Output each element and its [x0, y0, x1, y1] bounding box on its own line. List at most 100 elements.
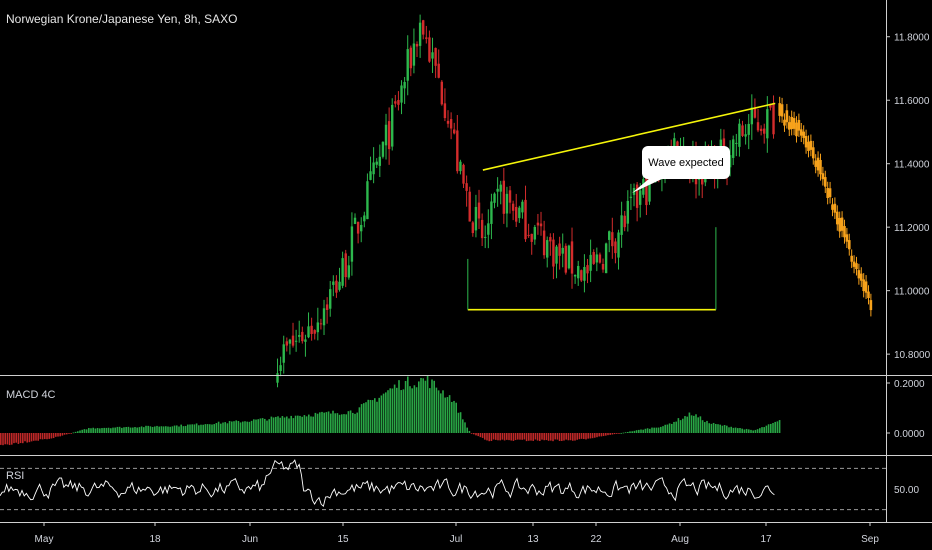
macd-bar-289 — [635, 430, 638, 433]
macd-bar-176 — [387, 390, 389, 433]
projection-bar-18 — [821, 173, 825, 180]
macd-bar-29 — [63, 433, 66, 435]
macd-bar-313 — [688, 412, 691, 433]
macd-bar-193 — [424, 380, 427, 433]
macd-bar-72 — [158, 426, 160, 433]
macd-bar-314 — [690, 415, 693, 433]
macd-bar-107 — [235, 420, 237, 433]
macd-bar-62 — [136, 427, 138, 433]
macd-bar-35 — [77, 431, 79, 433]
candle-body-73 — [502, 180, 506, 214]
macd-bar-328 — [721, 425, 724, 433]
macd-bar-333 — [732, 427, 735, 433]
candle-body-50 — [431, 52, 434, 59]
candle-body-99 — [583, 267, 586, 281]
macd-bar-43 — [94, 428, 97, 433]
projection-bar-14 — [811, 147, 815, 159]
x-tick-label-5: 13 — [527, 534, 539, 545]
projection-bar-4 — [787, 122, 791, 130]
macd-bar-161 — [354, 413, 356, 433]
macd-bar-144 — [316, 413, 319, 433]
candle-body-40 — [400, 85, 403, 103]
projection-bar-16 — [816, 157, 820, 171]
macd-bar-17 — [37, 433, 39, 441]
projection-bar-22 — [831, 204, 834, 210]
macd-bar-189 — [415, 387, 418, 433]
macd-bar-245 — [539, 433, 541, 442]
candle-body-77 — [515, 206, 518, 222]
candle-body-13 — [316, 322, 320, 333]
macd-bar-121 — [266, 420, 268, 433]
macd-bar-214 — [470, 433, 473, 434]
macd-bar-256 — [563, 433, 565, 441]
macd-bar-90 — [198, 425, 200, 433]
macd-bar-223 — [490, 433, 493, 442]
candle-body-160 — [772, 102, 775, 135]
macd-bar-354 — [778, 420, 781, 433]
macd-bar-220 — [484, 433, 486, 440]
candle-body-103 — [595, 254, 599, 263]
macd-bar-340 — [748, 429, 750, 433]
macd-bar-312 — [686, 416, 688, 433]
macd-bar-24 — [52, 433, 55, 439]
projection-bar-37 — [867, 291, 870, 299]
macd-bar-23 — [50, 433, 53, 439]
candle-body-14 — [319, 323, 323, 325]
macd-bar-97 — [213, 424, 215, 433]
macd-bar-151 — [332, 410, 334, 433]
projection-bar-0 — [778, 103, 781, 116]
macd-bar-105 — [231, 421, 233, 433]
annotation-callout[interactable]: Wave expected — [642, 146, 730, 179]
y-tick-label-0: 11.8000 — [894, 33, 930, 44]
macd-bar-133 — [292, 418, 295, 433]
candle-body-106 — [604, 243, 608, 274]
macd-bar-315 — [693, 415, 695, 433]
macd-bar-80 — [176, 425, 178, 433]
macd-bar-128 — [281, 416, 284, 433]
macd-bar-142 — [312, 416, 314, 433]
macd-bar-148 — [325, 412, 328, 433]
candle-body-156 — [759, 128, 763, 132]
macd-bar-139 — [305, 416, 308, 433]
macd-bar-26 — [57, 433, 59, 437]
macd-bar-129 — [283, 417, 286, 433]
macd-bar-304 — [668, 423, 671, 433]
candle-body-31 — [372, 162, 375, 175]
macd-bar-273 — [600, 433, 603, 437]
x-tick-label-1: 18 — [149, 534, 161, 545]
rsi-panel-label: RSI — [6, 470, 25, 482]
candle-body-107 — [608, 231, 611, 240]
x-tick-label-4: Jul — [450, 534, 463, 545]
macd-bar-253 — [556, 433, 559, 440]
macd-bar-34 — [74, 431, 77, 433]
macd-bar-169 — [371, 400, 374, 433]
macd-bar-187 — [411, 388, 413, 433]
candle-body-7 — [298, 335, 301, 337]
candle-body-46 — [418, 22, 422, 46]
candle-body-154 — [753, 108, 757, 118]
candle-body-79 — [521, 201, 524, 213]
projection-bar-6 — [792, 118, 796, 129]
macd-bar-116 — [255, 419, 257, 433]
candle-body-94 — [567, 245, 571, 269]
macd-bar-180 — [396, 387, 398, 433]
macd-bar-25 — [55, 433, 57, 437]
macd-bar-5 — [11, 433, 13, 445]
candle-body-62 — [468, 191, 471, 222]
macd-bar-150 — [330, 413, 332, 433]
macd-bar-140 — [308, 414, 310, 433]
macd-bar-325 — [715, 423, 717, 433]
candle-body-25 — [353, 217, 357, 224]
candle-body-44 — [412, 43, 416, 66]
macd-bar-22 — [48, 433, 50, 439]
macd-bar-218 — [479, 433, 482, 438]
macd-bar-322 — [708, 423, 710, 433]
macd-bar-85 — [187, 424, 189, 433]
macd-bar-350 — [770, 423, 772, 433]
candle-body-0 — [276, 373, 279, 383]
macd-bar-335 — [737, 428, 739, 433]
macd-bar-21 — [46, 433, 48, 440]
candle-body-90 — [555, 246, 558, 264]
projection-bar-8 — [797, 119, 801, 131]
